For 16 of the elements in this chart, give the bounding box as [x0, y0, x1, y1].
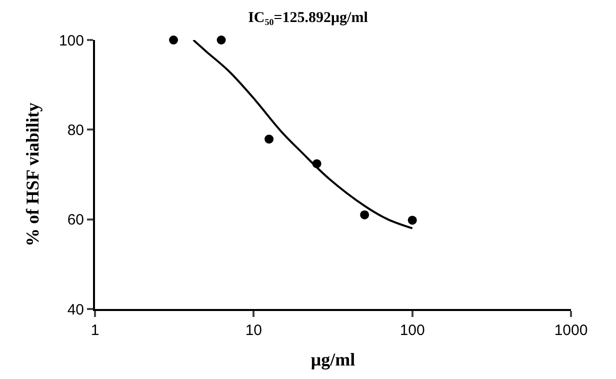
x-tick-label: 10 [245, 322, 262, 339]
y-tick-label: 60 [67, 212, 84, 229]
point [408, 216, 417, 225]
y-axis-title: % of HSF viability [22, 102, 43, 246]
x-axis-title: μg/ml [310, 350, 356, 370]
x-tick-label: 1000 [554, 322, 588, 339]
point [264, 134, 274, 144]
point [360, 210, 370, 220]
chart-title: IC₅₀=125.892μg/ml [248, 10, 368, 26]
point [169, 36, 178, 44]
x-tick-label: 1 [90, 322, 100, 339]
y-tick-label: 80 [67, 122, 84, 139]
y-tick-label: 100 [58, 32, 84, 50]
y-tick-label: 40 [67, 301, 84, 318]
point [216, 36, 226, 44]
x-tick-label: 100 [400, 322, 425, 339]
